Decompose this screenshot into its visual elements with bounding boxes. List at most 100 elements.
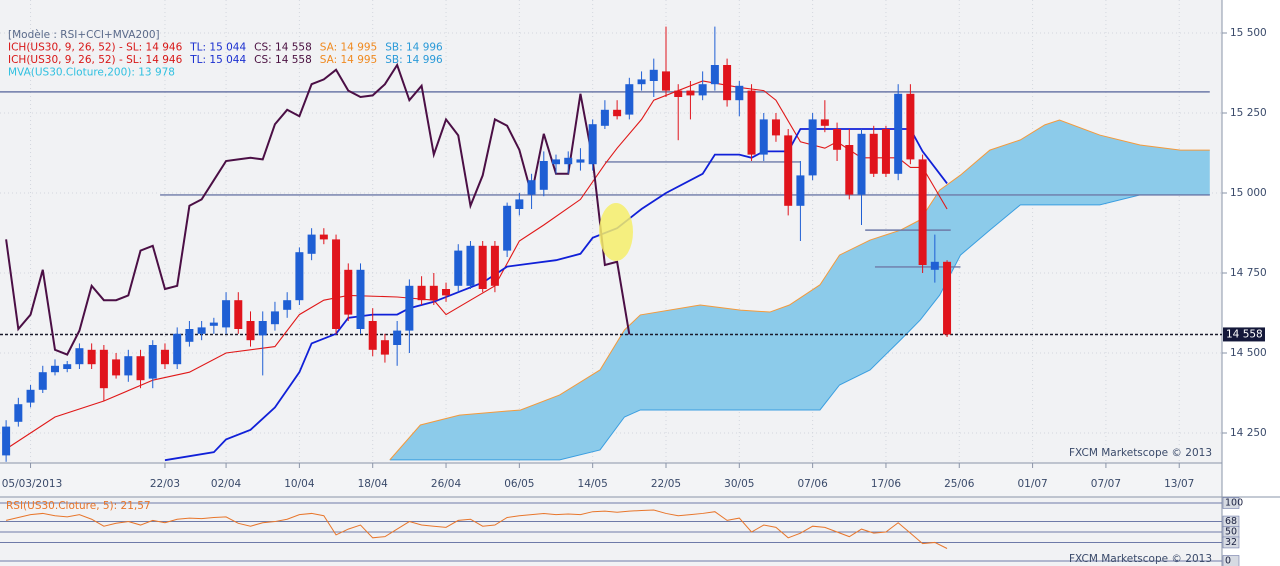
candle-body	[637, 79, 646, 85]
last-price-box	[1223, 327, 1265, 342]
x-tick-label: 06/05	[504, 478, 534, 490]
candle-body	[344, 269, 353, 315]
candle-body	[820, 119, 829, 126]
candle-body	[270, 311, 279, 325]
legend-entry: ICH(US30, 9, 26, 52) - SL: 14 946	[8, 42, 183, 54]
candle-body	[698, 84, 707, 96]
candle-body	[417, 285, 426, 301]
candle-body	[869, 133, 878, 174]
candle-body	[588, 124, 597, 165]
candle-body	[356, 269, 365, 329]
candle-body	[735, 85, 744, 101]
y-tick-label: 15 000	[1230, 187, 1267, 199]
candle-body	[747, 90, 756, 155]
candle-body	[136, 356, 145, 381]
candle-body	[454, 250, 463, 286]
candle-body	[160, 349, 169, 365]
candle-body	[246, 321, 255, 341]
cloud-area	[389, 120, 1210, 460]
candle-body	[442, 289, 451, 296]
candle-body	[332, 239, 341, 329]
candle-body	[808, 119, 817, 176]
watermark: FXCM Marketscope © 2013	[1069, 553, 1212, 565]
rsi-tick-label: 32	[1225, 537, 1237, 548]
highlight	[599, 203, 633, 261]
candle-body	[185, 329, 194, 342]
rsi-tick-box	[1222, 555, 1240, 566]
candle-body	[173, 333, 182, 365]
x-tick-label: 07/06	[797, 478, 828, 490]
kijun-line	[164, 128, 948, 462]
legend-row: [Modèle : RSI+CCI+MVA200]	[8, 29, 160, 41]
candle-body	[661, 71, 670, 91]
candle-body	[686, 90, 695, 96]
candle-body	[552, 159, 561, 165]
x-tick-label: 22/05	[651, 478, 681, 490]
legend-row: ICH(US30, 9, 26, 52) - SL: 14 946 TL: 15 …	[8, 42, 443, 54]
candle-body	[759, 119, 768, 155]
legend-entry: SB: 14 996	[385, 54, 443, 66]
candle-body	[564, 157, 573, 165]
candle-body	[393, 330, 402, 345]
chikou-line	[5, 62, 631, 356]
x-tick-label: 13/07	[1164, 478, 1194, 490]
x-tick-label: 25/06	[944, 478, 975, 490]
candle-body	[833, 129, 842, 150]
candle-body	[943, 261, 952, 335]
y-tick-label: 14 500	[1230, 347, 1267, 359]
x-tick-label: 10/04	[284, 478, 315, 490]
candle-body	[295, 252, 304, 301]
candle-body	[478, 245, 487, 289]
candle-body	[771, 119, 780, 136]
watermark: FXCM Marketscope © 2013	[1069, 447, 1212, 459]
legend-entry: MVA(US30.Cloture,200): 13 978	[8, 67, 175, 79]
rsi-tick-label: 50	[1225, 527, 1237, 538]
text-layer: 05/03/2013 22/03 02/04 10/04 18/04 26/04 06/05…	[2, 27, 1267, 566]
candle-body	[124, 356, 133, 376]
legend-entry: [Modèle : RSI+CCI+MVA200]	[8, 29, 160, 41]
candle-body	[906, 93, 915, 160]
candle-body	[710, 65, 719, 85]
x-tick-label: 26/04	[431, 478, 462, 490]
x-tick-label: 07/07	[1091, 478, 1121, 490]
candle-body	[930, 261, 939, 270]
candle-body	[723, 65, 732, 101]
candle-body	[112, 359, 121, 376]
candle-body	[881, 129, 890, 174]
x-tick-label: 05/03/2013	[2, 478, 63, 490]
legend-row: ICH(US30, 9, 26, 52) - SL: 14 946 TL: 15 …	[8, 54, 443, 66]
candles-layer	[2, 26, 952, 462]
y-tick-label: 14 250	[1230, 427, 1267, 439]
last-price-label: 14 558	[1226, 328, 1263, 340]
candle-body	[368, 321, 377, 350]
legend-entry: TL: 15 044	[189, 42, 246, 54]
y-tick-label: 15 250	[1230, 107, 1267, 119]
legend-row: MVA(US30.Cloture,200): 13 978	[8, 67, 175, 79]
candle-body	[234, 300, 243, 329]
x-tick-label: 22/03	[150, 478, 180, 490]
candle-body	[258, 321, 267, 336]
y-tick-label: 15 500	[1230, 27, 1267, 39]
legend-entry: SA: 14 995	[320, 42, 377, 54]
candle-body	[600, 109, 609, 126]
candle-body	[222, 300, 231, 328]
candle-body	[649, 69, 658, 81]
y-tick-label: 14 750	[1230, 267, 1267, 279]
candle-body	[429, 285, 438, 301]
rsi-tick-label: 0	[1225, 556, 1231, 566]
x-tick-label: 14/05	[578, 478, 608, 490]
legend-entry: SA: 14 995	[320, 54, 377, 66]
candle-body	[148, 345, 157, 379]
candle-body	[63, 364, 72, 369]
candle-body	[625, 84, 634, 115]
candle-body	[14, 404, 23, 422]
cloud-layer	[389, 119, 1210, 461]
candle-body	[503, 205, 512, 251]
rsi-tick-box	[1222, 536, 1240, 549]
candle-body	[307, 234, 316, 254]
candle-body	[527, 180, 536, 195]
tenkan-line	[5, 80, 948, 450]
rsi-tick-box	[1222, 497, 1240, 509]
lines-layer	[0, 62, 1222, 549]
